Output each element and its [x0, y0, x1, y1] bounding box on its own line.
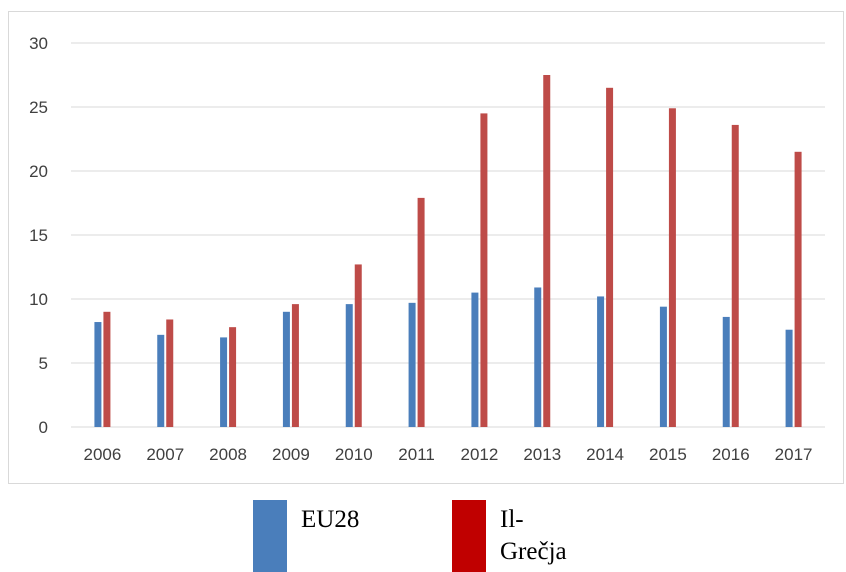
bar-greece-2013: [543, 75, 551, 427]
y-axis-ticks: 0 5 10 15 20 25 30: [29, 34, 48, 437]
y-tick-label: 15: [29, 226, 48, 245]
bar-eu28-2010: [345, 304, 353, 427]
bar-greece-2007: [166, 319, 174, 427]
y-tick-label: 5: [39, 354, 48, 373]
x-tick-label: 2015: [649, 445, 687, 464]
bar-eu28-2007: [157, 334, 165, 427]
bar-greece-2015: [668, 108, 676, 427]
bar-greece-2017: [794, 151, 802, 428]
bar-eu28-2016: [722, 316, 730, 427]
x-tick-label: 2009: [272, 445, 310, 464]
x-tick-label: 2010: [335, 445, 373, 464]
bar-eu28-2017: [785, 329, 793, 427]
gridlines: [71, 42, 825, 428]
legend-label-eu28: EU28: [301, 506, 360, 533]
legend-swatch-greece: [452, 500, 486, 572]
x-tick-label: 2013: [523, 445, 561, 464]
x-tick-label: 2007: [146, 445, 184, 464]
y-tick-label: 0: [39, 418, 48, 437]
bar-eu28-2011: [408, 302, 416, 427]
bar-greece-2011: [417, 197, 425, 427]
x-tick-label: 2016: [712, 445, 750, 464]
legend-swatch-eu28: [253, 500, 287, 572]
x-tick-label: 2006: [84, 445, 122, 464]
bar-greece-2009: [291, 304, 299, 427]
x-axis-ticks: 2006 2007 2008 2009 2010 2011 2012 2013 2014 2015…: [84, 445, 813, 464]
bar-eu28-2009: [282, 311, 290, 427]
bar-eu28-2006: [94, 322, 102, 427]
legend-label-greece-line1: Il-: [500, 506, 524, 533]
x-tick-label: 2017: [775, 445, 813, 464]
x-tick-label: 2011: [398, 445, 435, 464]
bar-greece-2016: [731, 124, 739, 428]
bar-greece-2006: [103, 311, 111, 427]
legend: EU28 Il- Grečja: [253, 500, 653, 572]
bar-eu28-2008: [220, 337, 228, 427]
x-tick-label: 2014: [586, 445, 624, 464]
bar-chart: 0 5 10 15 20 25 30 2006 2007 2008 2009 2010 2011 201…: [29, 34, 825, 464]
bars: [94, 75, 802, 428]
bar-greece-2014: [606, 87, 614, 428]
bar-greece-2010: [354, 264, 362, 427]
bar-greece-2012: [480, 113, 488, 428]
y-tick-label: 25: [29, 98, 48, 117]
x-tick-label: 2012: [461, 445, 499, 464]
chart-area: 0 5 10 15 20 25 30 2006 2007 2008 2009 2010 2011 201…: [8, 11, 844, 484]
y-tick-label: 20: [29, 162, 48, 181]
bar-eu28-2013: [534, 287, 542, 427]
bar-eu28-2015: [659, 306, 667, 427]
x-tick-label: 2008: [209, 445, 247, 464]
bar-eu28-2014: [597, 296, 605, 427]
bar-eu28-2012: [471, 292, 479, 427]
bar-greece-2008: [229, 327, 237, 427]
y-tick-label: 30: [29, 34, 48, 53]
y-tick-label: 10: [29, 290, 48, 309]
legend-label-greece-line2: Grečja: [500, 538, 567, 565]
